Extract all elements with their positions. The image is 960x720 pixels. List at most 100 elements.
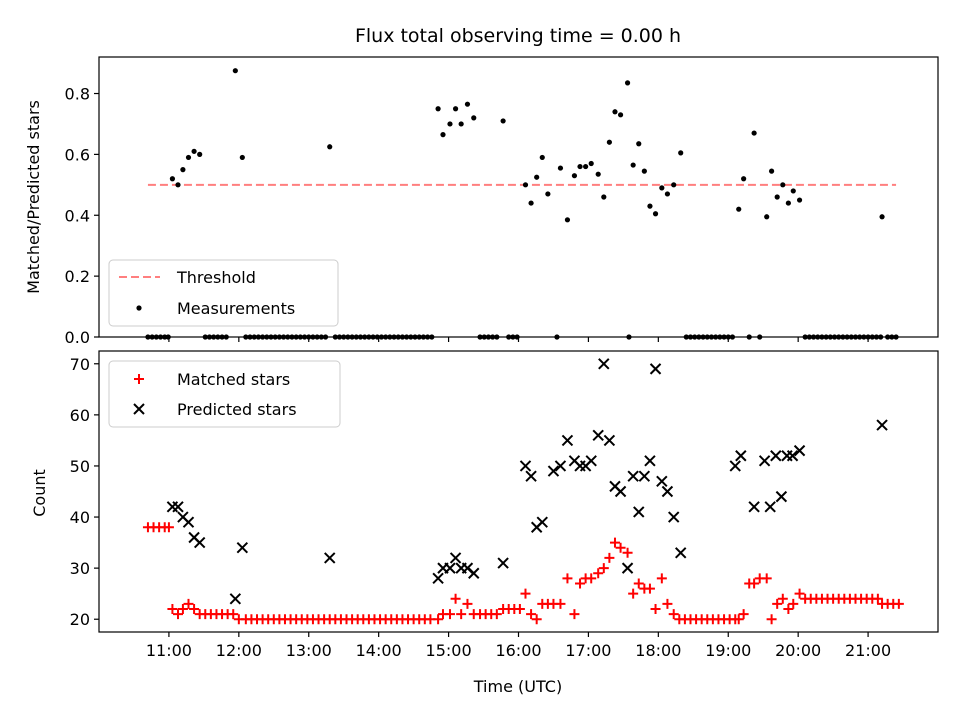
predicted-star-point bbox=[592, 429, 604, 442]
plot-marks bbox=[142, 358, 904, 625]
measurement-point bbox=[647, 203, 653, 209]
measurement-point bbox=[764, 214, 770, 220]
legend: Matched stars Predicted stars bbox=[108, 360, 341, 428]
measurement-point bbox=[471, 115, 477, 121]
matched-star-point bbox=[462, 598, 473, 609]
matched-star-point bbox=[609, 537, 620, 548]
legend-predicted-swatch bbox=[133, 403, 145, 415]
matched-star-point bbox=[738, 609, 749, 620]
legend-threshold-label: Threshold bbox=[176, 268, 256, 287]
measurement-point bbox=[528, 200, 534, 206]
measurement-point bbox=[452, 106, 459, 112]
predicted-star-point bbox=[649, 363, 662, 375]
y-tick-label: 0.4 bbox=[65, 206, 90, 225]
measurement-point bbox=[522, 182, 529, 188]
matched-star-point bbox=[444, 609, 455, 620]
predicted-star-point bbox=[536, 516, 548, 528]
y-axis-label-top: Matched/Predicted stars bbox=[24, 100, 43, 294]
legend-box bbox=[108, 360, 341, 428]
matched-star-point bbox=[555, 598, 566, 609]
legend-predicted-label: Predicted stars bbox=[177, 400, 297, 419]
legend-measurement-label: Measurements bbox=[177, 299, 295, 318]
measurement-point bbox=[180, 167, 186, 173]
predicted-star-point bbox=[668, 511, 680, 523]
predicted-star-point bbox=[525, 470, 537, 482]
matched-star-point bbox=[761, 573, 772, 584]
legend-matched-swatch bbox=[134, 374, 144, 384]
predicted-star-point bbox=[621, 562, 634, 574]
predicted-star-point bbox=[627, 470, 639, 482]
predicted-star-point bbox=[193, 536, 206, 549]
measurement-point bbox=[435, 106, 441, 112]
y-tick-label: 0.8 bbox=[65, 85, 90, 104]
x-tick-label: 16:00 bbox=[495, 641, 541, 660]
matched-star-point bbox=[183, 598, 194, 609]
measurement-point bbox=[545, 191, 551, 197]
predicted-star-point bbox=[793, 444, 806, 457]
x-tick-label: 20:00 bbox=[775, 641, 821, 660]
predicted-star-point bbox=[519, 460, 532, 472]
plot-marks bbox=[145, 68, 899, 340]
x-axis-label: Time (UTC) bbox=[473, 677, 562, 696]
matched-star-point bbox=[450, 593, 461, 604]
predicted-star-point bbox=[661, 485, 674, 498]
matched-star-point bbox=[766, 614, 777, 625]
predicted-star-point bbox=[775, 490, 788, 503]
count-panel: 20 30 40 50 60 70 11:00 12:00 13:00 14:00 15:00 16:… bbox=[70, 350, 939, 660]
predicted-star-point bbox=[468, 567, 480, 579]
y-tick-label: 30 bbox=[70, 559, 90, 578]
y-tick-label: 0.0 bbox=[65, 328, 90, 347]
y-tick-label: 20 bbox=[70, 610, 90, 629]
predicted-star-point bbox=[603, 434, 616, 447]
measurement-point bbox=[595, 171, 601, 177]
matched-star-point bbox=[520, 588, 531, 599]
y-tick-label: 0.6 bbox=[65, 145, 90, 164]
measurement-point bbox=[796, 197, 803, 203]
predicted-star-point bbox=[786, 450, 799, 462]
measurement-point bbox=[790, 188, 796, 194]
measurement-point bbox=[534, 174, 540, 180]
measurement-point bbox=[751, 130, 757, 136]
predicted-star-point bbox=[598, 358, 610, 370]
measurement-point bbox=[606, 139, 612, 145]
matched-star-point bbox=[788, 598, 799, 609]
measurement-point bbox=[191, 148, 197, 154]
legend-measurement-swatch bbox=[136, 305, 142, 311]
predicted-star-point bbox=[547, 465, 560, 477]
matched-star-point bbox=[593, 568, 604, 579]
matched-star-point bbox=[783, 604, 794, 615]
measurement-point bbox=[175, 182, 181, 188]
matched-star-point bbox=[228, 609, 239, 620]
x-tick-label: 12:00 bbox=[216, 641, 262, 660]
predicted-star-point bbox=[638, 470, 651, 482]
y-tick-label: 50 bbox=[70, 457, 90, 476]
measurement-point bbox=[327, 144, 333, 150]
x-tick-label: 11:00 bbox=[146, 641, 192, 660]
predicted-star-point bbox=[735, 450, 747, 462]
legend-box bbox=[108, 259, 339, 327]
measurement-point bbox=[232, 68, 238, 74]
x-tick-label: 14:00 bbox=[356, 641, 402, 660]
matched-star-point bbox=[794, 588, 805, 599]
matched-star-point bbox=[569, 609, 580, 620]
y-tick-label: 0.2 bbox=[65, 267, 90, 286]
predicted-star-point bbox=[236, 541, 249, 554]
predicted-star-point bbox=[554, 460, 567, 472]
x-tick-label: 21:00 bbox=[845, 641, 891, 660]
matched-star-point bbox=[644, 583, 655, 594]
predicted-star-point bbox=[229, 593, 242, 605]
legend: Threshold Measurements bbox=[108, 259, 339, 327]
measurement-point bbox=[447, 121, 453, 127]
predicted-star-point bbox=[444, 562, 456, 574]
x-tick-label: 17:00 bbox=[565, 641, 611, 660]
predicted-star-point bbox=[644, 455, 656, 467]
measurement-point bbox=[624, 80, 631, 86]
predicted-star-point bbox=[674, 547, 687, 559]
measurement-point bbox=[617, 112, 624, 118]
predicted-star-point bbox=[656, 475, 668, 487]
measurement-point bbox=[780, 182, 786, 188]
predicted-star-point bbox=[764, 501, 776, 513]
predicted-star-point bbox=[561, 434, 574, 447]
predicted-star-point bbox=[614, 485, 627, 498]
